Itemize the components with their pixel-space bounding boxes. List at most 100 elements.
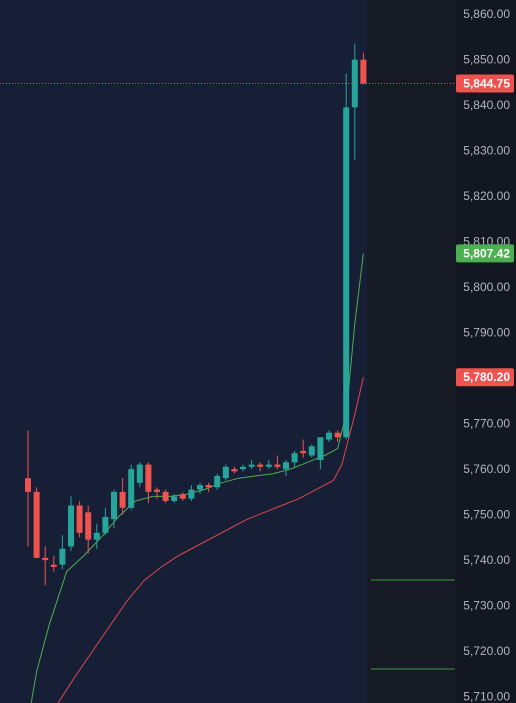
y-axis-tick-label: 5,860.00 [463,7,510,21]
candle-body [291,453,298,463]
ma-slow-group [57,377,364,703]
candle-body [179,494,186,499]
last-price-badge: 5,844.75 [456,74,514,93]
candle-body [248,464,255,467]
candle-body [145,464,152,492]
candle-body [334,432,341,438]
candle [214,473,221,490]
ma-slow-badge-bg [456,368,514,387]
y-axis-tick-label: 5,760.00 [463,462,510,476]
candle [257,462,264,472]
y-axis-tick-label: 5,840.00 [463,98,510,112]
ma-fast-badge-bg [456,244,514,263]
candle-body [360,59,367,84]
candle [343,73,350,440]
candle [360,52,367,85]
y-axis-tick-label: 5,850.00 [463,53,510,67]
candle [326,430,332,442]
candle [145,462,152,504]
candle [283,460,289,476]
candle [128,464,135,511]
right-empty-area [367,0,455,703]
candle-body [119,491,126,508]
y-axis-tick-label: 5,790.00 [463,326,510,340]
candle-body [231,469,238,472]
price-axis-background[interactable] [455,0,516,703]
candle [136,462,143,488]
price-badges: 5,807.42 5,780.20 5,844.75 [456,74,514,387]
ma-slow-line [57,377,364,703]
candle [119,478,126,515]
candle-body [274,464,281,467]
candle-body [128,469,135,508]
candle-body [33,491,40,558]
candle-body [154,489,160,492]
candle [197,482,203,495]
candle [85,505,92,554]
candle-body [343,107,350,438]
candle-body [197,485,203,490]
candle [25,430,31,547]
y-axis-tick-label: 5,740.00 [463,553,510,567]
candle-body [59,548,66,565]
candle-body [283,462,289,470]
candle-body [136,464,143,483]
candle-body [240,466,246,470]
plot-background [0,0,367,703]
candle-body [42,557,49,561]
ma-fast-group [30,253,364,703]
candle-body [162,491,169,501]
candle [300,439,307,458]
y-axis-tick-label: 5,730.00 [463,599,510,613]
y-axis-tick-label: 5,750.00 [463,508,510,522]
candle [154,487,160,499]
candle-body [111,491,117,520]
candle [179,491,186,501]
candle [291,450,298,467]
y-axis-tick-label: 5,710.00 [463,690,510,703]
candle-body [76,505,83,533]
candle-body [171,496,178,501]
candle [334,430,341,442]
ma-fast-badge: 5,807.42 [456,244,514,263]
candle-body [85,512,92,540]
candle [188,485,195,501]
candle-body [188,489,195,499]
candle [231,466,238,474]
y-axis-tick-label: 5,720.00 [463,644,510,658]
candle-body [68,505,74,547]
candle-body [265,464,272,467]
ma-slow-badge-label: 5,780.20 [463,370,510,384]
last-price-badge-label: 5,844.75 [463,76,510,90]
y-axis-tick-label: 5,800.00 [463,280,510,294]
candle [171,494,178,504]
y-axis-tick-label: 5,820.00 [463,189,510,203]
candle [33,487,40,558]
candle [205,482,212,492]
candle-body [257,464,264,467]
candle [308,444,315,458]
candle [162,489,169,504]
last-price-badge-bg [456,74,514,93]
candle-body [326,432,332,440]
candle-body [308,446,315,456]
y-axis-tick-label: 5,830.00 [463,144,510,158]
candle [59,535,66,570]
candle [111,489,117,529]
candle-body [93,532,100,540]
candle [50,555,57,572]
candle [42,546,49,586]
candle-body [205,485,212,488]
ma-slow-badge: 5,780.20 [456,368,514,387]
candle-body [50,564,57,567]
candle-body [222,466,229,479]
candle [274,455,281,470]
candle [248,460,255,470]
candle-body [300,450,307,454]
candle [222,464,229,481]
candle [76,500,83,538]
candle [68,496,74,552]
ma-fast-line [30,253,364,703]
